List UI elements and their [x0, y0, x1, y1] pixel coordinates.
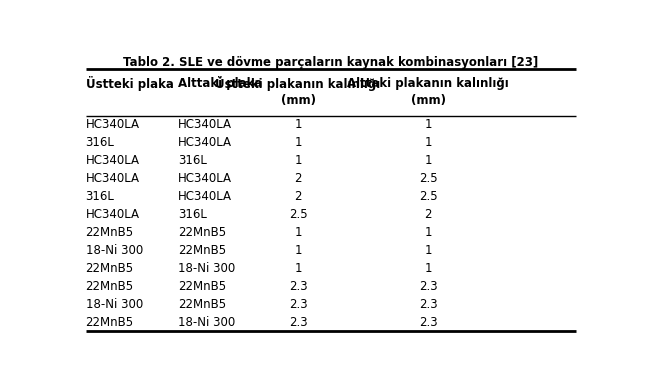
Text: Tablo 2. SLE ve dövme parçaların kaynak kombinasyonları [23]: Tablo 2. SLE ve dövme parçaların kaynak … [123, 56, 538, 68]
Text: HC340LA: HC340LA [86, 208, 139, 221]
Text: Üstteki plakanın kalınlığı: Üstteki plakanın kalınlığı [215, 76, 381, 91]
Text: 18-Ni 300: 18-Ni 300 [178, 262, 235, 275]
Text: 1: 1 [424, 226, 432, 239]
Text: 1: 1 [294, 262, 302, 275]
Text: Üstteki plaka: Üstteki plaka [86, 76, 174, 91]
Text: 18-Ni 300: 18-Ni 300 [86, 298, 143, 311]
Text: HC340LA: HC340LA [86, 172, 139, 185]
Text: 2: 2 [294, 190, 302, 203]
Text: 2.5: 2.5 [419, 190, 437, 203]
Text: HC340LA: HC340LA [178, 190, 232, 203]
Text: 22MnB5: 22MnB5 [178, 298, 226, 311]
Text: HC340LA: HC340LA [86, 154, 139, 167]
Text: 22MnB5: 22MnB5 [178, 226, 226, 239]
Text: 1: 1 [424, 118, 432, 131]
Text: 18-Ni 300: 18-Ni 300 [86, 244, 143, 257]
Text: 1: 1 [424, 262, 432, 275]
Text: (mm): (mm) [410, 94, 446, 107]
Text: 2.3: 2.3 [419, 280, 437, 293]
Text: (mm): (mm) [281, 94, 315, 107]
Text: 1: 1 [294, 226, 302, 239]
Text: 2.5: 2.5 [289, 208, 308, 221]
Text: HC340LA: HC340LA [178, 136, 232, 149]
Text: HC340LA: HC340LA [86, 118, 139, 131]
Text: 2: 2 [294, 172, 302, 185]
Text: 22MnB5: 22MnB5 [86, 226, 134, 239]
Text: 316L: 316L [86, 136, 115, 149]
Text: 22MnB5: 22MnB5 [86, 316, 134, 329]
Text: 316L: 316L [86, 190, 115, 203]
Text: 316L: 316L [178, 208, 207, 221]
Text: 1: 1 [424, 154, 432, 167]
Text: HC340LA: HC340LA [178, 172, 232, 185]
Text: 2.3: 2.3 [289, 280, 308, 293]
Text: 1: 1 [294, 118, 302, 131]
Text: 2.3: 2.3 [419, 298, 437, 311]
Text: 1: 1 [294, 136, 302, 149]
Text: 2.3: 2.3 [419, 316, 437, 329]
Text: 1: 1 [424, 136, 432, 149]
Text: HC340LA: HC340LA [178, 118, 232, 131]
Text: 22MnB5: 22MnB5 [178, 244, 226, 257]
Text: 1: 1 [294, 154, 302, 167]
Text: 22MnB5: 22MnB5 [178, 280, 226, 293]
Text: 2.3: 2.3 [289, 316, 308, 329]
Text: 2: 2 [424, 208, 432, 221]
Text: 2.3: 2.3 [289, 298, 308, 311]
Text: 18-Ni 300: 18-Ni 300 [178, 316, 235, 329]
Text: 22MnB5: 22MnB5 [86, 280, 134, 293]
Text: Alttaki plaka: Alttaki plaka [178, 77, 263, 90]
Text: 316L: 316L [178, 154, 207, 167]
Text: Alttaki plakanın kalınlığı: Alttaki plakanın kalınlığı [347, 77, 509, 90]
Text: 22MnB5: 22MnB5 [86, 262, 134, 275]
Text: 2.5: 2.5 [419, 172, 437, 185]
Text: 1: 1 [424, 244, 432, 257]
Text: 1: 1 [294, 244, 302, 257]
